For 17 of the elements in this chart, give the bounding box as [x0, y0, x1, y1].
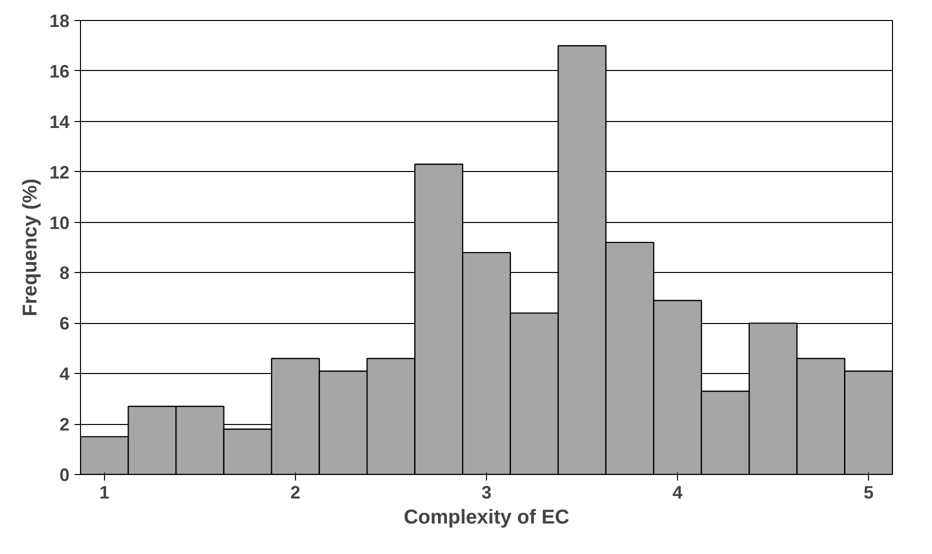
x-tick-label: 2 — [290, 482, 300, 502]
y-tick-label: 2 — [59, 414, 70, 435]
y-axis-title: Frequency (%) — [19, 178, 42, 316]
y-tick-label: 16 — [49, 61, 70, 82]
x-tick-label: 4 — [672, 482, 683, 502]
x-tick-label: 1 — [99, 482, 110, 502]
x-tick-label: 5 — [864, 482, 874, 502]
y-tick-label: 10 — [49, 212, 70, 233]
y-tick-label: 12 — [49, 162, 70, 182]
x-axis-title: Complexity of EC — [404, 506, 570, 528]
y-tick-label: 4 — [59, 364, 70, 384]
x-tick-label: 3 — [481, 482, 492, 502]
y-tick-label: 18 — [49, 11, 70, 31]
y-tick-label: 0 — [59, 465, 70, 485]
y-tick-label: 14 — [49, 112, 70, 132]
y-tick-label: 6 — [59, 314, 70, 334]
y-tick-label: 8 — [59, 263, 70, 284]
